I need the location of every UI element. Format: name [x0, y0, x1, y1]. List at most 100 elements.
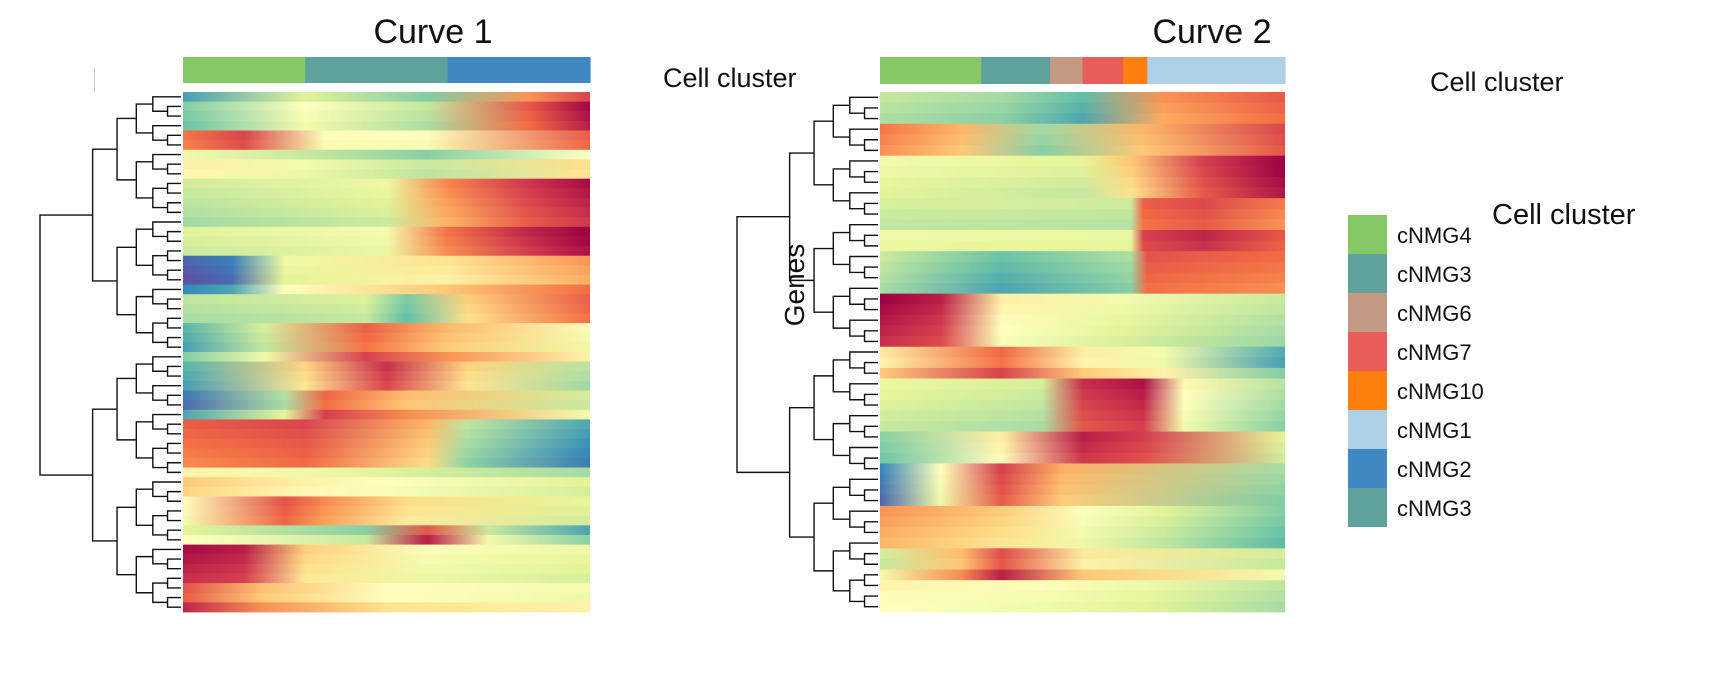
- heatmap-row: [880, 537, 1285, 549]
- dendrogram-branch: [849, 351, 878, 369]
- heatmap-row: [183, 534, 590, 545]
- heatmap-row: [880, 113, 1285, 125]
- heatmap-row: [880, 442, 1285, 454]
- dendrogram-branch: [832, 295, 850, 329]
- dendrogram-branch: [166, 462, 181, 474]
- heatmap-row: [183, 149, 590, 160]
- cluster-bar-segment-cNMG4: [880, 57, 982, 84]
- dendrogram-branch: [863, 489, 878, 502]
- chart-1-dendrogram: [39, 96, 181, 608]
- legend-label-cNMG3: cNMG3: [1397, 496, 1472, 521]
- cluster-legend: Cell cluster cNMG4 cNMG3 cNMG6 cNMG7 cNMG10 c…: [1348, 199, 1636, 527]
- chart-1-heatmap: [183, 92, 590, 613]
- dendrogram-branch: [166, 365, 181, 377]
- heatmap-row: [183, 515, 590, 526]
- dendrogram-branch: [166, 558, 181, 570]
- heatmap-row: [183, 477, 590, 488]
- heatmap-row: [183, 506, 590, 517]
- legend-swatch-cNMG3: [1348, 488, 1387, 527]
- dendrogram-branch: [166, 442, 181, 454]
- heatmap-row: [183, 352, 590, 363]
- heatmap-row: [183, 255, 590, 266]
- heatmap-row: [880, 198, 1285, 210]
- dendrogram-branch: [135, 103, 153, 134]
- heatmap-row: [183, 236, 590, 247]
- dendrogram-branch: [166, 202, 181, 214]
- dendrogram-branch: [166, 423, 181, 435]
- heatmap-row: [183, 419, 590, 430]
- dendrogram-branch: [849, 223, 878, 242]
- dendrogram-branch: [849, 414, 878, 433]
- heatmap-row: [880, 516, 1285, 528]
- heatmap-row: [183, 159, 590, 170]
- heatmap-row: [183, 274, 590, 285]
- dendrogram-branch: [863, 425, 878, 438]
- heatmap-row: [880, 283, 1285, 295]
- dendrogram-branch: [736, 215, 790, 474]
- dendrogram-branch: [863, 107, 878, 120]
- legend-label-cNMG6: cNMG6: [1397, 301, 1472, 326]
- dendrogram-branch: [166, 317, 181, 329]
- dendrogram-branch: [832, 486, 850, 520]
- legend-swatch-cNMG2: [1348, 449, 1387, 488]
- heatmap-row: [183, 544, 590, 555]
- heatmap-row: [183, 207, 590, 218]
- dendrogram-branch: [849, 128, 878, 146]
- dendrogram-branch: [863, 139, 878, 152]
- cluster-bar-segment-cNMG3: [305, 57, 449, 83]
- dendrogram-branch: [166, 182, 181, 194]
- heatmap-row: [183, 400, 590, 411]
- heatmap-row: [880, 548, 1285, 560]
- dendrogram-branch: [863, 521, 878, 534]
- dendrogram-branch: [849, 192, 878, 210]
- heatmap-row: [183, 265, 590, 276]
- heatmap-row: [183, 448, 590, 459]
- heatmap-row: [880, 431, 1285, 443]
- legend-swatch-cNMG4: [1348, 215, 1387, 254]
- heatmap-row: [183, 602, 590, 613]
- heatmap-row: [183, 563, 590, 574]
- heatmap-row: [183, 592, 590, 603]
- heatmap-row: [183, 486, 590, 497]
- heatmap-row: [880, 378, 1285, 390]
- cluster-bar-segment-cNMG1: [1147, 57, 1286, 84]
- heatmap-row: [880, 463, 1285, 475]
- heatmap-row: [880, 240, 1285, 252]
- cluster-bar-segment-cNMG3: [981, 57, 1051, 84]
- dendrogram-branch: [166, 105, 181, 117]
- heatmap-row: [880, 410, 1285, 422]
- dendrogram-branch: [849, 287, 878, 305]
- heatmap-row: [183, 361, 590, 372]
- dendrogram-branch: [863, 202, 878, 215]
- heatmap-row: [880, 357, 1285, 369]
- dendrogram-branch: [152, 255, 168, 276]
- dendrogram-branch: [91, 148, 118, 282]
- legend-label-cNMG7: cNMG7: [1397, 340, 1472, 365]
- dendrogram-branch: [849, 383, 878, 401]
- dendrogram-branch: [135, 363, 153, 394]
- heatmap-row: [183, 573, 590, 584]
- dendrogram-branch: [849, 579, 865, 603]
- heatmap-row: [183, 246, 590, 257]
- legend-swatch-cNMG10: [1348, 371, 1387, 410]
- chart-1-title: Curve 1: [373, 13, 492, 51]
- cluster-bar-segment-cNMG2: [447, 57, 591, 83]
- dendrogram-branch: [863, 552, 878, 565]
- dendrogram-branch: [152, 96, 181, 112]
- dendrogram-branch: [166, 269, 181, 281]
- heatmap-row: [880, 336, 1285, 348]
- dendrogram-branch: [849, 510, 878, 528]
- heatmap-row: [880, 367, 1285, 379]
- dendrogram-branch: [166, 490, 181, 502]
- dendrogram-branch: [813, 375, 834, 441]
- dendrogram-branch: [152, 221, 181, 238]
- heatmap-row: [880, 558, 1285, 570]
- heatmap-row: [183, 323, 590, 334]
- legend-label-cNMG10: cNMG10: [1397, 379, 1484, 404]
- heatmap-row: [880, 229, 1285, 241]
- heatmap-row: [880, 208, 1285, 220]
- dendrogram-branch: [863, 330, 878, 343]
- legend-label-cNMG2: cNMG2: [1397, 457, 1472, 482]
- heatmap-row: [880, 166, 1285, 178]
- heatmap-row: [880, 484, 1285, 496]
